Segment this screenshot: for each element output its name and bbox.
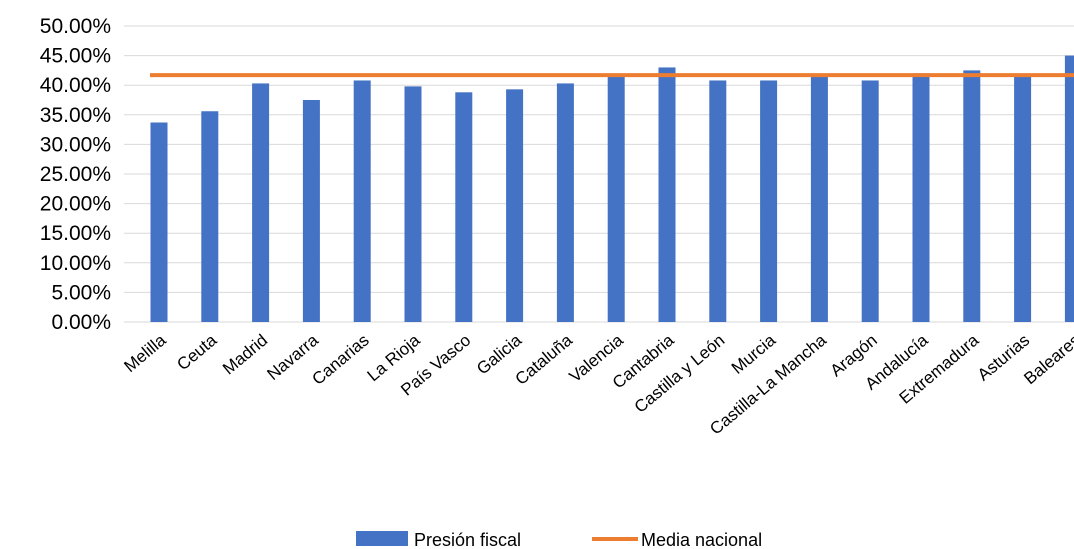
bar-extremadura [963, 70, 981, 323]
bar-canarias [353, 80, 371, 323]
bar-aragon [861, 80, 879, 323]
bar-ceuta [201, 111, 219, 322]
bar-cantabria [658, 67, 676, 322]
x-label-madrid: Madrid [219, 331, 271, 379]
y-tick-label: 0.00% [51, 311, 111, 334]
bar-pais-vasco [455, 92, 473, 322]
bar-navarra [302, 100, 320, 322]
bars [150, 55, 1074, 323]
x-label-melilla: Melilla [120, 330, 170, 376]
gridlines [124, 25, 1074, 323]
bar-cataluna [556, 83, 574, 322]
legend-label-presion-fiscal: Presión fiscal [414, 530, 521, 549]
y-tick-label: 30.00% [40, 133, 111, 156]
bar-andalucia [912, 73, 930, 322]
y-tick-label: 10.00% [40, 252, 111, 275]
x-label-canarias: Canarias [308, 331, 372, 389]
bar-valencia [607, 74, 625, 322]
bar-baleares [1064, 55, 1074, 322]
bar-castilla-la-mancha [810, 74, 828, 322]
bar-galicia [506, 89, 524, 323]
y-tick-label: 35.00% [40, 104, 111, 127]
x-label-ceuta: Ceuta [173, 330, 220, 374]
y-tick-label: 20.00% [40, 193, 111, 216]
bar-melilla [150, 122, 168, 322]
legend: Presión fiscal Media nacional [356, 530, 762, 549]
y-tick-label: 45.00% [40, 45, 111, 68]
y-tick-label: 50.00% [40, 15, 111, 38]
y-tick-label: 25.00% [40, 163, 111, 186]
bar-la-rioja [404, 86, 422, 322]
bar-madrid [252, 83, 270, 322]
y-tick-label: 15.00% [40, 222, 111, 245]
x-label-cataluna: Cataluña [512, 330, 577, 389]
legend-swatch-presion-fiscal [356, 531, 408, 546]
y-axis-tick-labels: 0.00% 5.00% 10.00% 15.00% 20.00% 25.00% 30.00%… [40, 15, 111, 334]
y-tick-label: 40.00% [40, 74, 111, 97]
x-label-baleares: Baleares [1020, 331, 1074, 389]
bar-murcia [760, 80, 778, 323]
legend-label-media-nacional: Media nacional [641, 530, 762, 549]
y-tick-label: 5.00% [51, 281, 111, 304]
bar-castilla-y-leon [709, 80, 727, 323]
bar-asturias [1014, 74, 1032, 322]
x-label-castilla-y-leon: Castilla y León [631, 331, 729, 417]
